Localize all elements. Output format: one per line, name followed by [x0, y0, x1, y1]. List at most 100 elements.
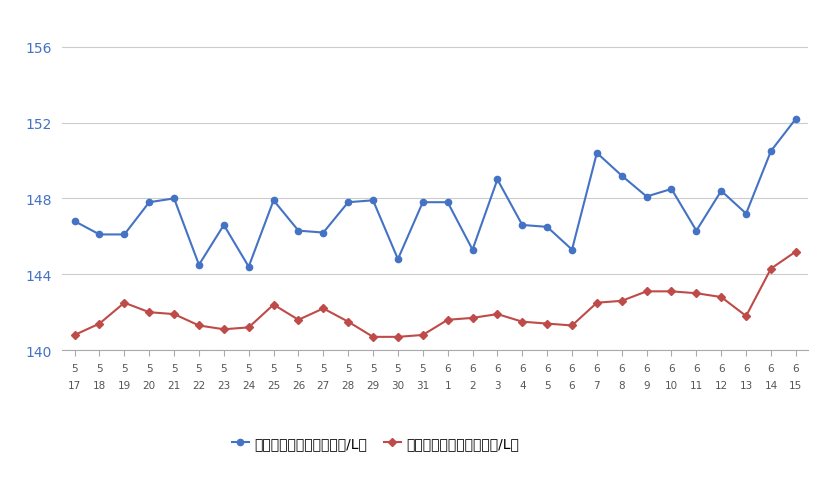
レギュラー看板価格（円/L）	[94, 232, 104, 238]
Text: 6: 6	[717, 363, 724, 373]
レギュラー看板価格（円/L）	[740, 211, 750, 217]
レギュラー看板価格（円/L）	[144, 200, 154, 205]
レギュラー看板価格（円/L）	[293, 228, 303, 234]
Text: 1: 1	[444, 380, 450, 390]
レギュラー実墲価格（円/L）	[417, 332, 427, 338]
レギュラー看板価格（円/L）	[790, 117, 800, 122]
Text: 6: 6	[469, 363, 475, 373]
Text: 6: 6	[767, 363, 773, 373]
Legend: レギュラー看板価格（円/L）, レギュラー実墲価格（円/L）: レギュラー看板価格（円/L）, レギュラー実墲価格（円/L）	[226, 431, 524, 456]
レギュラー看板価格（円/L）	[243, 264, 253, 270]
レギュラー看板価格（円/L）	[566, 247, 576, 253]
Text: 24: 24	[242, 380, 255, 390]
Text: 6: 6	[493, 363, 500, 373]
Text: 5: 5	[71, 363, 78, 373]
レギュラー実墲価格（円/L）	[715, 295, 725, 300]
レギュラー看板価格（円/L）	[119, 232, 129, 238]
レギュラー看板価格（円/L）	[442, 200, 452, 205]
レギュラー看板価格（円/L）	[219, 223, 229, 228]
Line: レギュラー看板価格（円/L）: レギュラー看板価格（円/L）	[71, 116, 798, 270]
Text: 2: 2	[469, 380, 475, 390]
レギュラー実墲価格（円/L）	[392, 334, 402, 340]
レギュラー実墲価格（円/L）	[566, 323, 576, 329]
Text: 6: 6	[444, 363, 450, 373]
レギュラー実墲価格（円/L）	[94, 321, 104, 327]
レギュラー実墲価格（円/L）	[740, 313, 750, 319]
Text: 28: 28	[341, 380, 354, 390]
Text: 13: 13	[739, 380, 752, 390]
レギュラー看板価格（円/L）	[392, 257, 402, 263]
レギュラー看板価格（円/L）	[666, 187, 676, 192]
Text: 25: 25	[267, 380, 280, 390]
Text: 18: 18	[93, 380, 106, 390]
レギュラー看板価格（円/L）	[691, 228, 700, 234]
レギュラー実墲価格（円/L）	[268, 302, 278, 308]
Text: 26: 26	[291, 380, 305, 390]
Text: 5: 5	[369, 363, 376, 373]
Text: 5: 5	[171, 363, 177, 373]
Text: 21: 21	[167, 380, 181, 390]
レギュラー実墲価格（円/L）	[243, 325, 253, 331]
Text: 12: 12	[714, 380, 727, 390]
Text: 5: 5	[320, 363, 326, 373]
Text: 14: 14	[763, 380, 777, 390]
レギュラー実墲価格（円/L）	[194, 323, 204, 329]
Text: 5: 5	[146, 363, 152, 373]
Text: 5: 5	[344, 363, 351, 373]
レギュラー実墲価格（円/L）	[765, 266, 775, 272]
レギュラー実墲価格（円/L）	[616, 298, 626, 304]
Text: 23: 23	[217, 380, 230, 390]
Text: 22: 22	[192, 380, 205, 390]
レギュラー実墲価格（円/L）	[790, 249, 800, 255]
レギュラー看板価格（円/L）	[542, 225, 551, 230]
レギュラー実墲価格（円/L）	[70, 332, 79, 338]
Text: 6: 6	[792, 363, 798, 373]
レギュラー実墲価格（円/L）	[542, 321, 551, 327]
レギュラー看板価格（円/L）	[194, 263, 204, 268]
Text: 5: 5	[295, 363, 301, 373]
Text: 11: 11	[689, 380, 702, 390]
Text: 20: 20	[142, 380, 156, 390]
Text: 4: 4	[518, 380, 525, 390]
レギュラー看板価格（円/L）	[417, 200, 427, 205]
レギュラー実墲価格（円/L）	[144, 310, 154, 315]
レギュラー看板価格（円/L）	[70, 219, 79, 225]
Text: 6: 6	[742, 363, 749, 373]
Text: 6: 6	[593, 363, 599, 373]
Text: 6: 6	[692, 363, 699, 373]
レギュラー実墲価格（円/L）	[492, 312, 502, 317]
レギュラー看板価格（円/L）	[268, 198, 278, 204]
レギュラー実墲価格（円/L）	[368, 334, 378, 340]
Text: 5: 5	[121, 363, 128, 373]
Text: 6: 6	[568, 380, 575, 390]
Text: 15: 15	[788, 380, 802, 390]
Text: 5: 5	[195, 363, 202, 373]
Text: 10: 10	[664, 380, 677, 390]
レギュラー実墲価格（円/L）	[591, 300, 601, 306]
レギュラー看板価格（円/L）	[343, 200, 353, 205]
Text: 5: 5	[245, 363, 252, 373]
レギュラー実墲価格（円/L）	[442, 317, 452, 323]
Text: 9: 9	[643, 380, 649, 390]
レギュラー看板価格（円/L）	[318, 230, 328, 236]
Text: 30: 30	[391, 380, 404, 390]
レギュラー実墲価格（円/L）	[517, 319, 527, 325]
レギュラー実墲価格（円/L）	[343, 319, 353, 325]
Text: 3: 3	[493, 380, 500, 390]
Text: 6: 6	[667, 363, 674, 373]
レギュラー看板価格（円/L）	[492, 177, 502, 183]
Text: 8: 8	[618, 380, 624, 390]
Text: 5: 5	[270, 363, 277, 373]
レギュラー実墲価格（円/L）	[318, 306, 328, 312]
Text: 7: 7	[593, 380, 599, 390]
レギュラー実墲価格（円/L）	[293, 317, 303, 323]
Text: 5: 5	[419, 363, 426, 373]
Text: 5: 5	[96, 363, 103, 373]
レギュラー看板価格（円/L）	[467, 247, 477, 253]
レギュラー看板価格（円/L）	[368, 198, 378, 204]
Text: 31: 31	[416, 380, 429, 390]
Text: 5: 5	[394, 363, 401, 373]
Text: 29: 29	[366, 380, 379, 390]
Text: 6: 6	[618, 363, 624, 373]
Text: 5: 5	[543, 380, 550, 390]
